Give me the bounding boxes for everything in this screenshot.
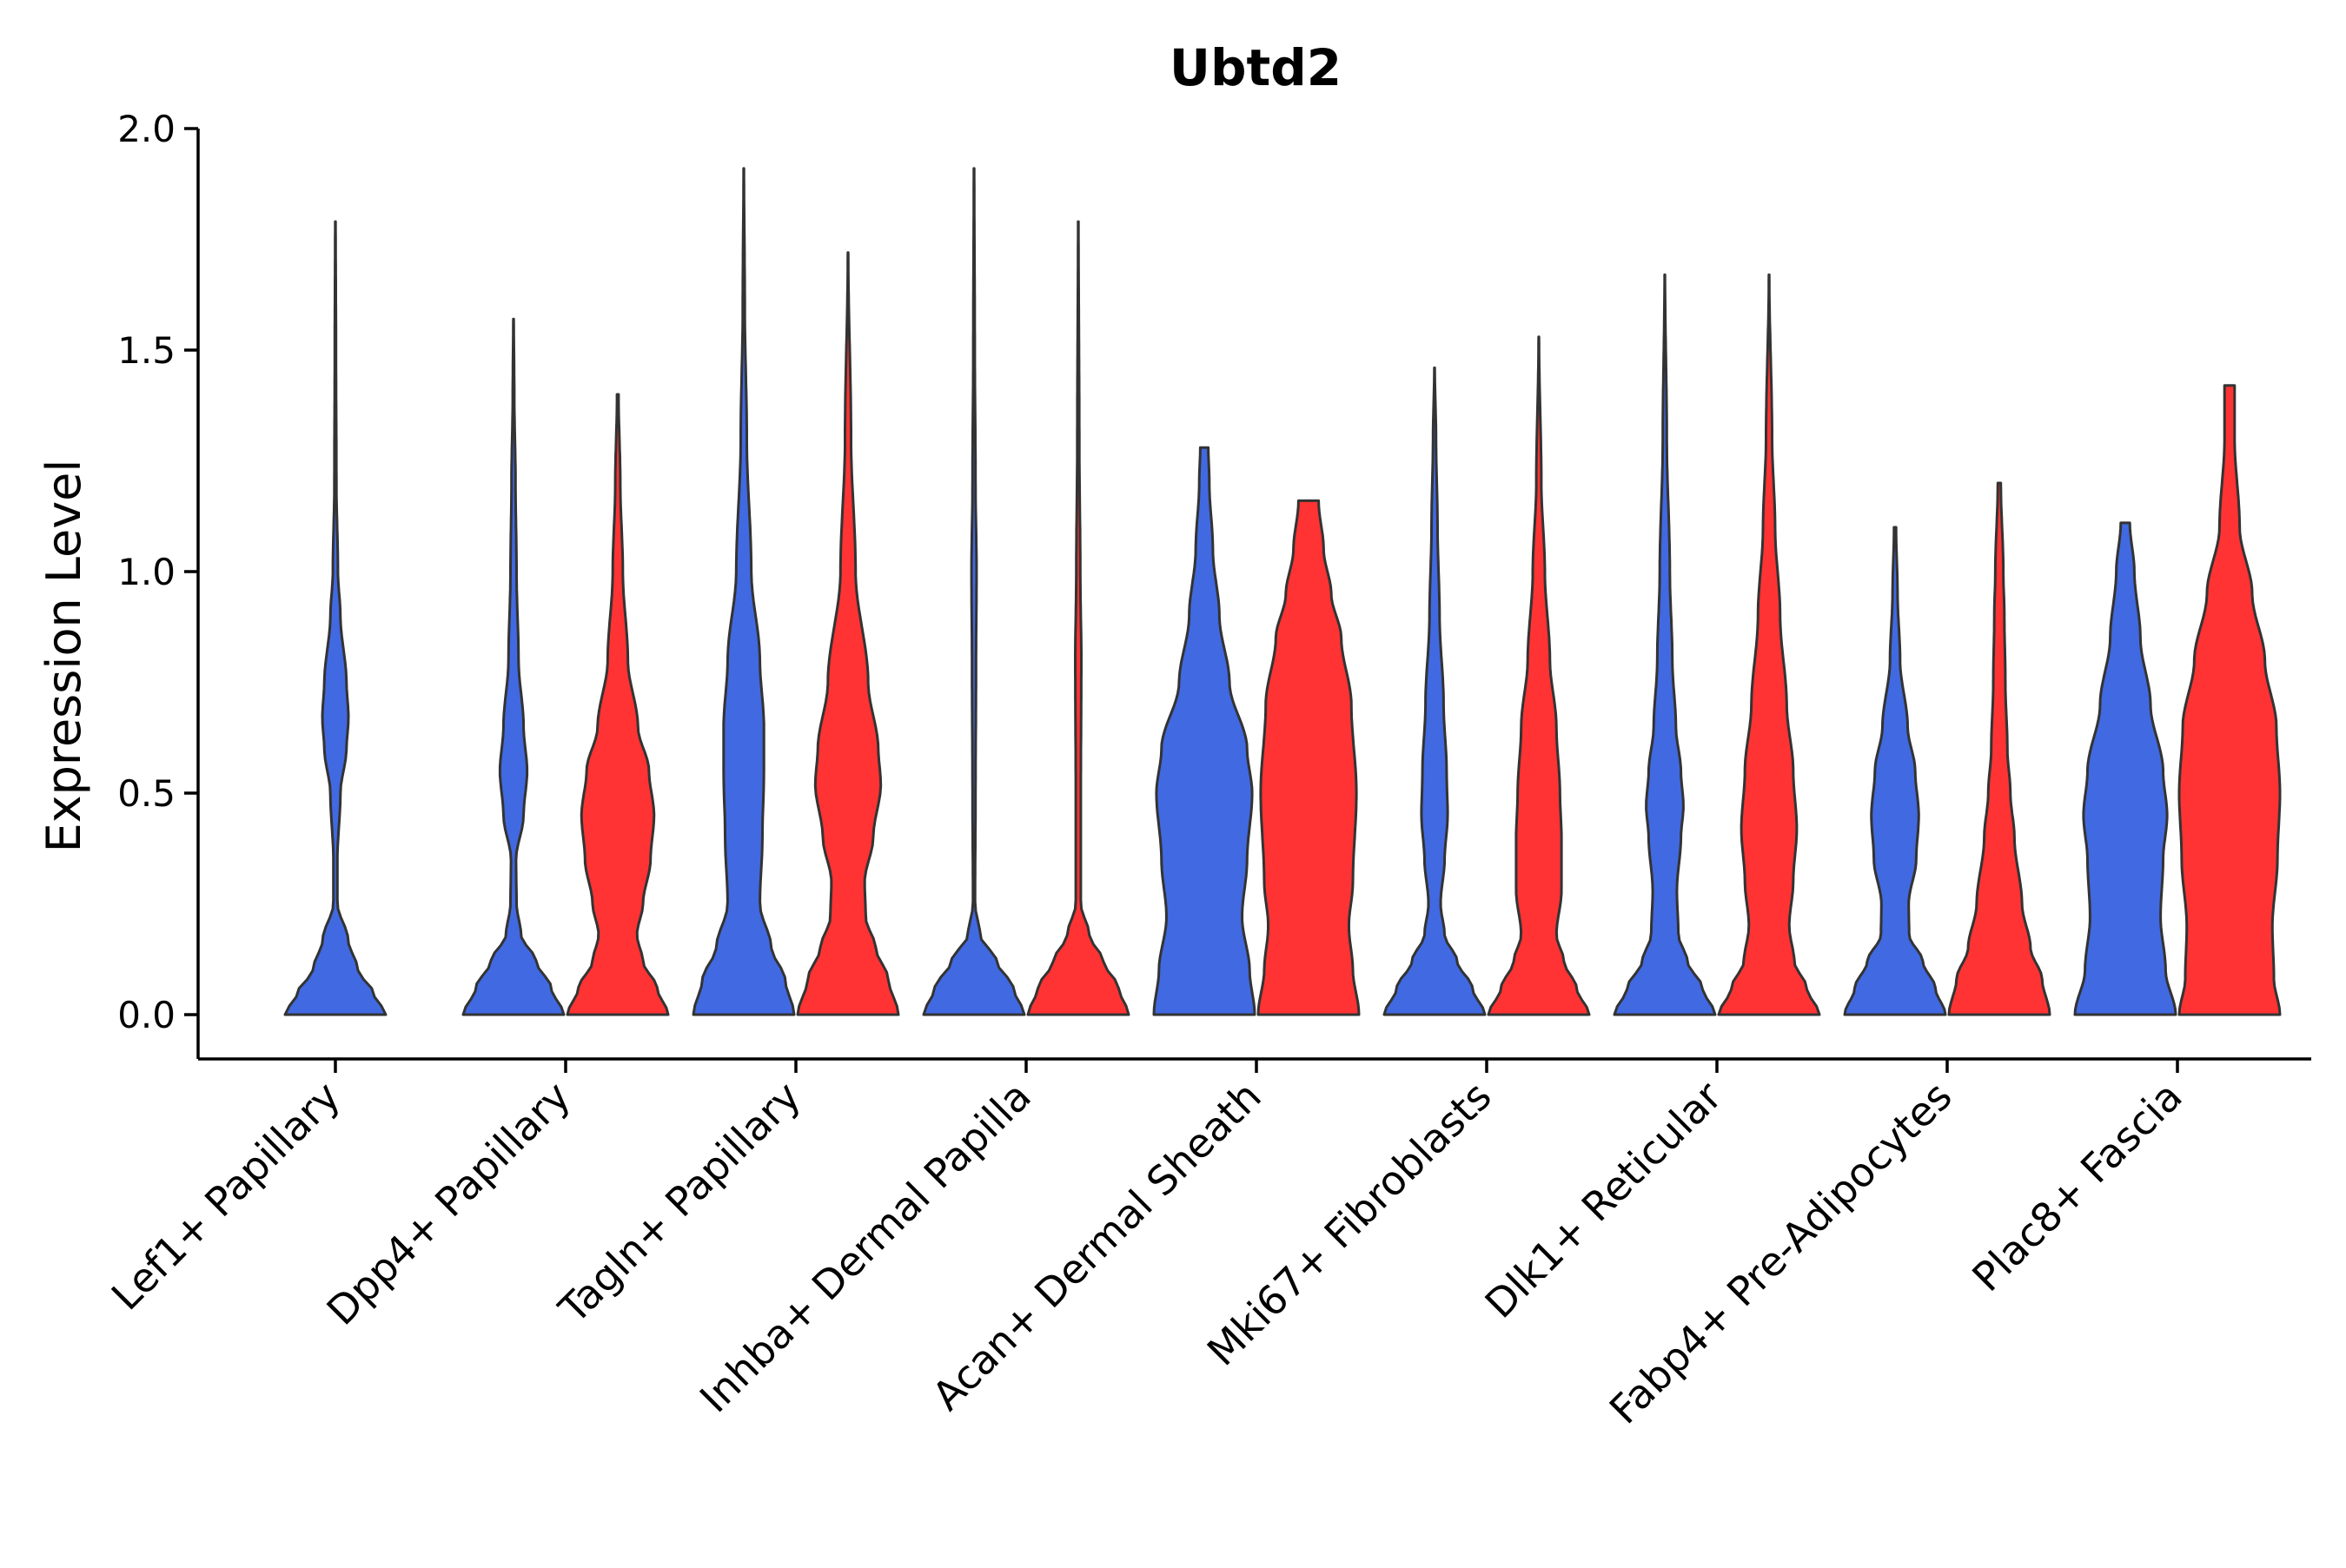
x-tick-label: Plac8+ Fascia — [1963, 1073, 2190, 1300]
violin-group1-lef1-papillary — [283, 220, 388, 1016]
violin-group1-mki67-fibroblasts — [1382, 366, 1487, 1016]
x-tick-label: Dlk1+ Reticular — [1476, 1073, 1731, 1327]
violin-group1-dlk1-reticular — [1613, 273, 1717, 1016]
violin-group2-acan-dermal-sheath — [1256, 499, 1361, 1016]
violin-group1-tagln-papillary — [692, 167, 796, 1016]
violin-group1-fabp4-pre-adipocytes — [1843, 526, 1947, 1016]
y-tick-label: 1.5 — [117, 329, 176, 372]
y-tick-label: 2.0 — [117, 108, 176, 150]
axes — [196, 129, 2311, 1061]
violin-group2-plac8-fascia — [2177, 384, 2282, 1016]
violin-group1-plac8-fascia — [2073, 521, 2177, 1016]
chart-title: Ubtd2 — [1170, 38, 1342, 97]
violin-group2-tagln-papillary — [796, 251, 900, 1016]
violin-group1-acan-dermal-sheath — [1152, 446, 1256, 1016]
x-tick-label: Dpp4+ Papillary — [318, 1073, 580, 1334]
violins — [283, 167, 2282, 1016]
violin-group2-dlk1-reticular — [1717, 273, 1821, 1016]
violin-group1-dpp4-papillary — [461, 317, 566, 1016]
violin-group1-inhba-dermal-papilla — [922, 167, 1026, 1016]
violin-group2-mki67-fibroblasts — [1487, 335, 1591, 1016]
violin-group2-fabp4-pre-adipocytes — [1947, 481, 2051, 1016]
y-tick-labels: 0.0 0.5 1.0 1.5 2.0 — [117, 108, 198, 1036]
y-tick-label: 0.0 — [117, 994, 176, 1036]
violin-group2-inhba-dermal-papilla — [1026, 220, 1130, 1016]
y-tick-label: 0.5 — [117, 772, 176, 815]
y-axis-label: Expression Level — [36, 460, 91, 853]
violin-group2-dpp4-papillary — [566, 393, 670, 1016]
x-tick-label: Lef1+ Papillary — [103, 1073, 349, 1320]
x-tick-label: Tagln+ Papillary — [549, 1073, 810, 1333]
y-tick-label: 1.0 — [117, 551, 176, 593]
